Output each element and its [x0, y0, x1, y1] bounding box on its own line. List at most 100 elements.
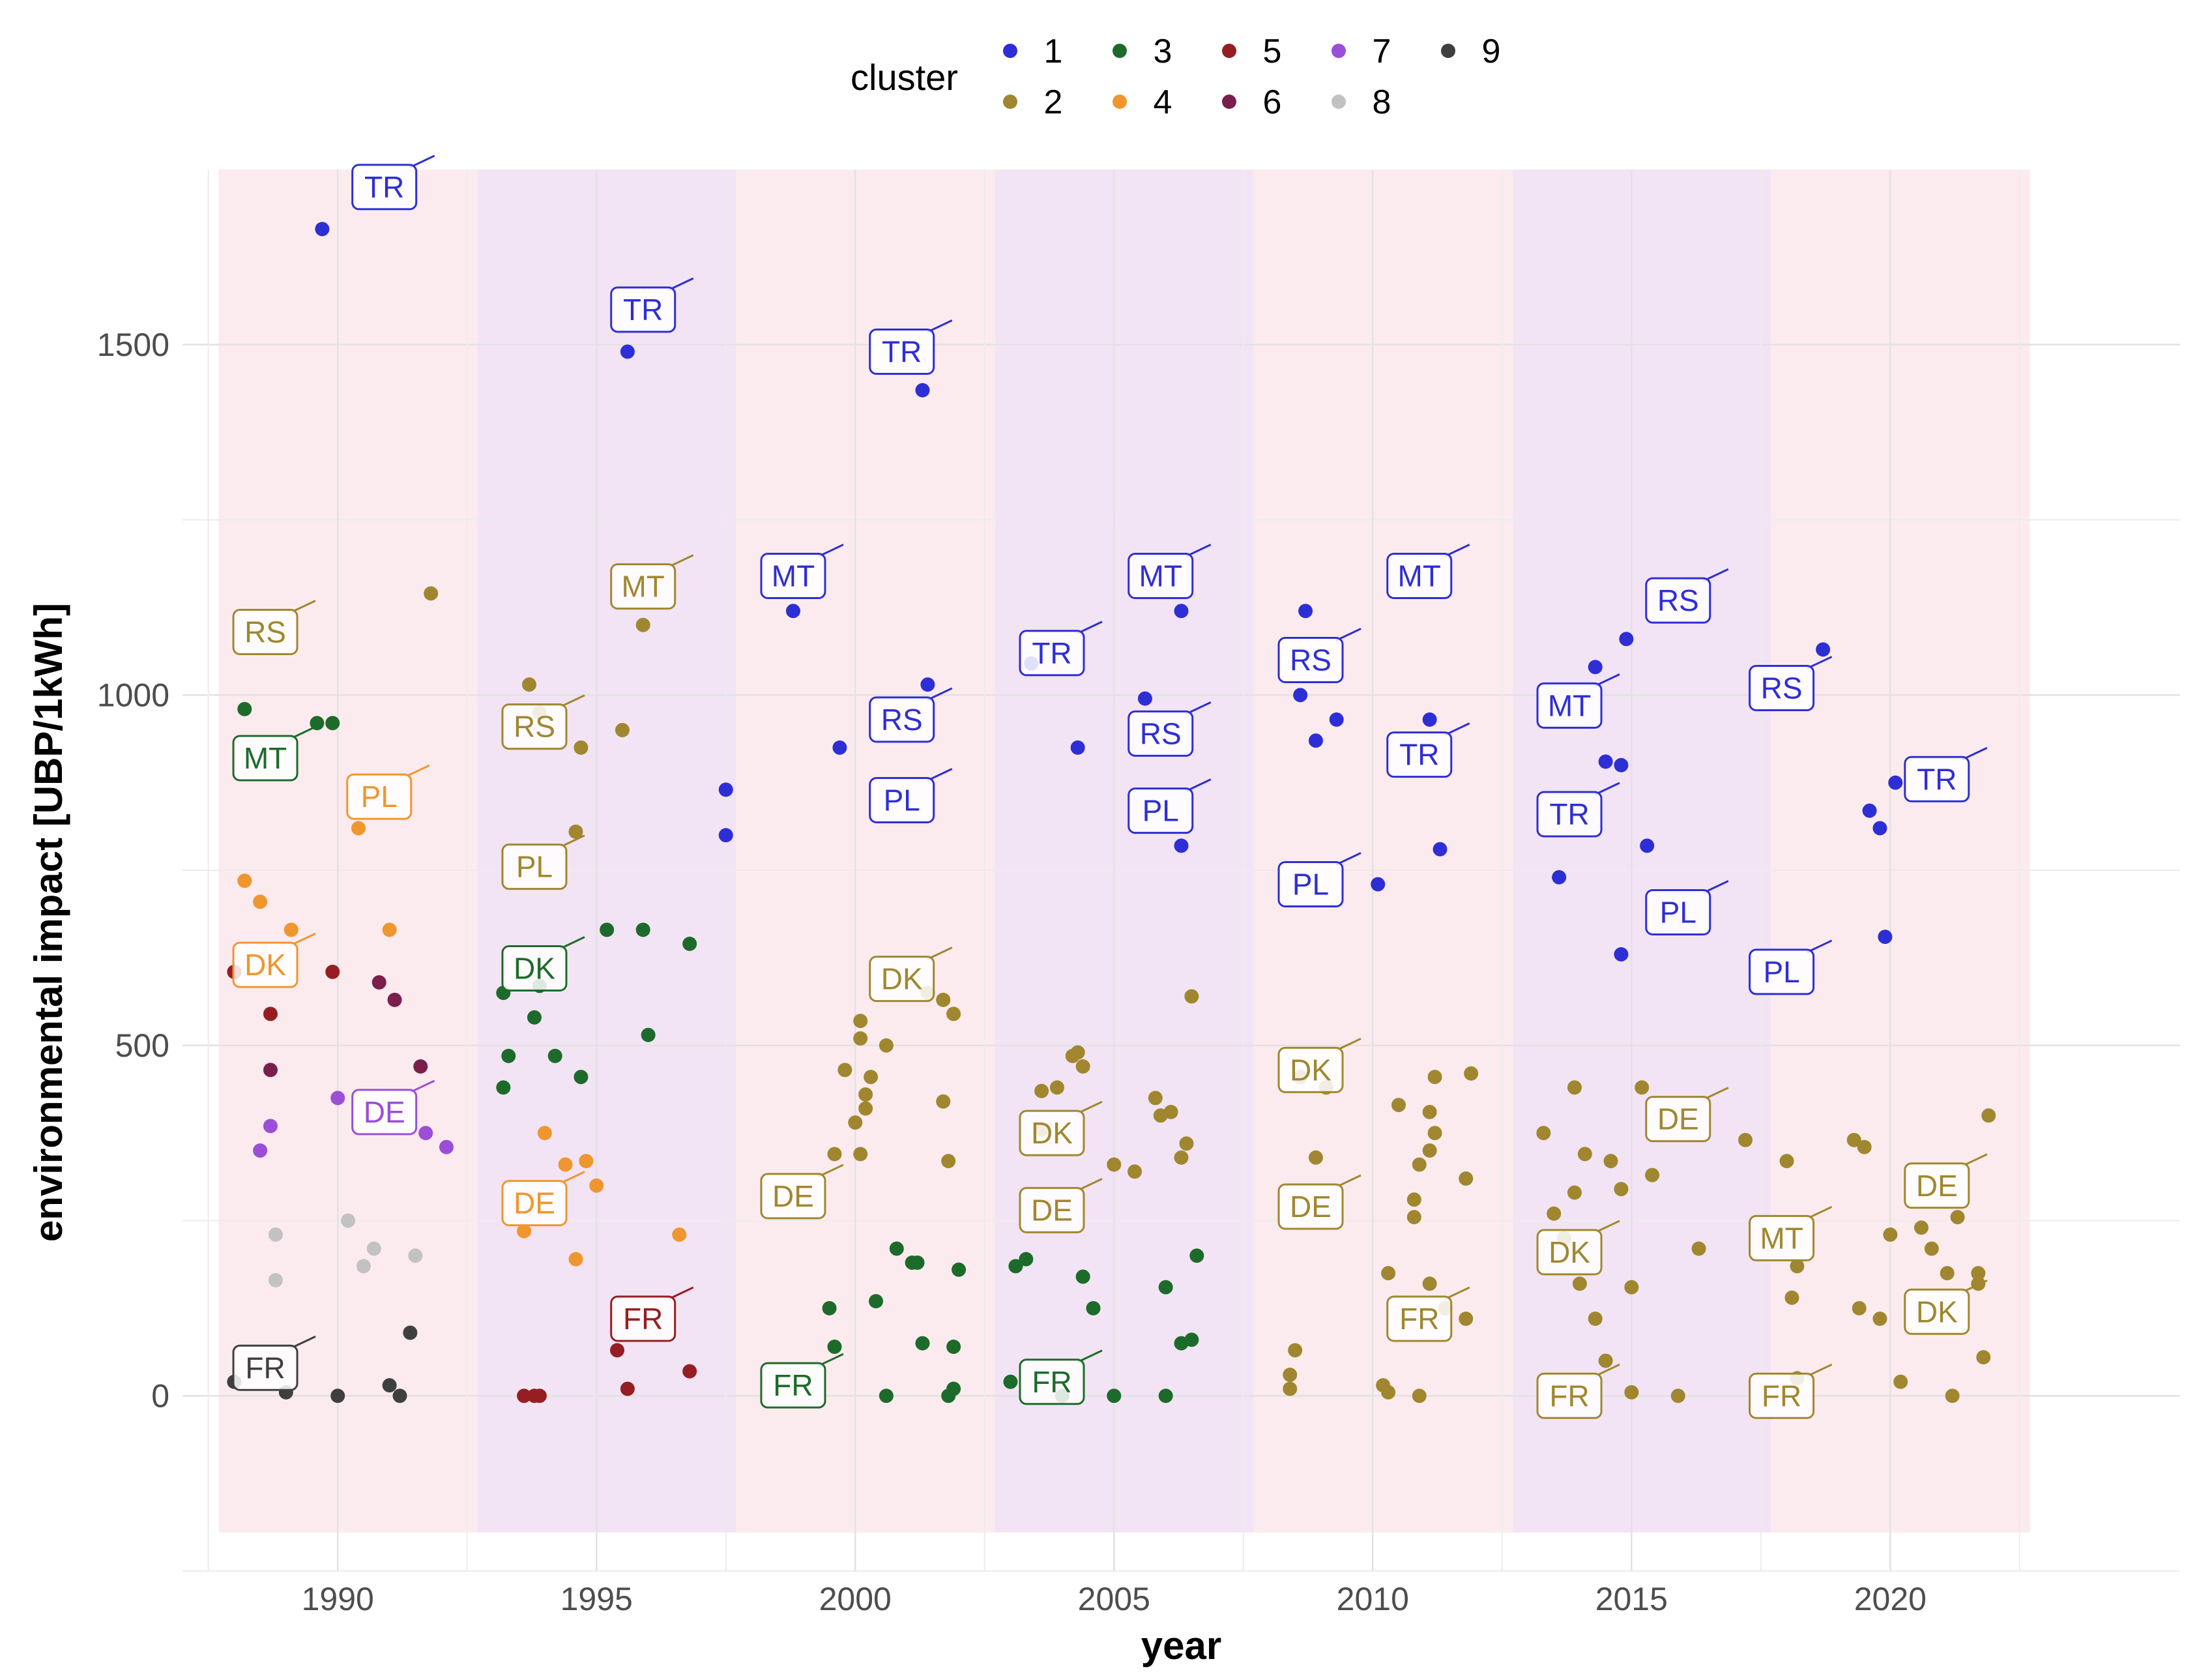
point-cluster-2	[1914, 1220, 1928, 1235]
point-cluster-2	[568, 824, 583, 839]
country-label-pl: PL	[1645, 880, 1729, 935]
point-cluster-2	[1283, 1381, 1298, 1396]
point-cluster-3	[1158, 1388, 1173, 1403]
legend-item-3: 3	[1113, 33, 1172, 70]
point-cluster-2	[1406, 1192, 1421, 1207]
country-label-pl: PL	[501, 834, 585, 890]
label-box	[869, 956, 935, 1003]
label-box	[232, 941, 298, 988]
x-tick-label: 1995	[560, 1581, 633, 1617]
label-text: DE	[1290, 1190, 1332, 1224]
point-cluster-7	[418, 1126, 433, 1141]
point-cluster-2	[1412, 1388, 1427, 1403]
point-cluster-2	[1645, 1167, 1660, 1182]
point-cluster-1	[1308, 733, 1323, 748]
point-cluster-1	[620, 344, 635, 359]
point-cluster-2	[827, 1147, 842, 1162]
point-cluster-2	[1670, 1388, 1685, 1403]
country-label-tr: TR	[1904, 746, 1988, 802]
point-cluster-3	[574, 1070, 589, 1085]
label-box	[1277, 1183, 1344, 1230]
label-text: DE	[1031, 1193, 1073, 1227]
point-cluster-2	[1790, 1259, 1805, 1274]
label-box	[1749, 1372, 1815, 1419]
label-text: TR	[1917, 762, 1957, 796]
point-cluster-1	[1371, 877, 1386, 892]
point-cluster-2	[946, 1006, 961, 1021]
legend-item-7: 7	[1332, 33, 1391, 70]
label-box	[501, 703, 568, 750]
label-text: MT	[1139, 559, 1182, 593]
legend-label: 3	[1154, 33, 1172, 70]
legend-swatch	[1222, 95, 1236, 109]
point-cluster-2	[1624, 1280, 1639, 1295]
label-box	[1536, 791, 1603, 838]
label-text: PL	[1763, 955, 1799, 989]
label-text: PL	[361, 780, 398, 814]
point-cluster-3	[496, 1080, 511, 1095]
period-band-6	[1771, 169, 2030, 1533]
label-box	[1128, 553, 1194, 599]
country-label-mt: MT	[232, 726, 316, 782]
label-box	[1645, 577, 1711, 624]
point-cluster-3	[822, 1300, 837, 1315]
legend-item-2: 2	[1003, 83, 1062, 121]
point-cluster-2	[1459, 1312, 1474, 1326]
label-box	[232, 1344, 298, 1391]
point-cluster-2	[1412, 1157, 1427, 1172]
label-box	[1019, 630, 1085, 677]
point-cluster-2	[1179, 1136, 1194, 1151]
point-cluster-8	[356, 1259, 371, 1274]
point-cluster-2	[1536, 1126, 1551, 1141]
label-box	[1536, 1229, 1603, 1276]
point-cluster-2	[1049, 1080, 1064, 1095]
point-cluster-4	[579, 1154, 594, 1169]
legend-label: 6	[1263, 83, 1282, 121]
point-cluster-3	[869, 1294, 884, 1309]
legend-item-1: 1	[1003, 33, 1062, 70]
label-text: PL	[1660, 896, 1696, 930]
period-bands	[218, 169, 2030, 1533]
label-text: TR	[1549, 797, 1589, 831]
point-cluster-2	[1738, 1132, 1753, 1147]
point-cluster-2	[879, 1038, 894, 1053]
label-box	[1386, 1295, 1453, 1342]
country-label-dk: DK	[1536, 1220, 1620, 1276]
point-cluster-2	[1940, 1266, 1955, 1281]
label-text: PL	[516, 850, 553, 884]
point-cluster-2	[1459, 1171, 1474, 1186]
point-cluster-2	[853, 1147, 868, 1162]
point-cluster-1	[1552, 870, 1567, 885]
country-label-pl: PL	[346, 764, 430, 820]
country-label-rs: RS	[1277, 628, 1361, 683]
country-label-dk: DK	[1904, 1279, 1988, 1335]
point-cluster-2	[858, 1101, 873, 1116]
point-cluster-1	[1640, 838, 1655, 853]
point-cluster-2	[1950, 1210, 1965, 1225]
point-cluster-2	[1779, 1154, 1794, 1169]
country-label-dk: DK	[1277, 1038, 1361, 1093]
label-text: MT	[772, 559, 815, 593]
point-cluster-2	[1422, 1276, 1437, 1291]
point-cluster-3	[1075, 1269, 1090, 1284]
point-cluster-1	[1433, 842, 1448, 857]
country-label-fr: FR	[232, 1335, 316, 1391]
country-label-fr: FR	[610, 1286, 694, 1342]
legend-label: 9	[1482, 33, 1501, 70]
country-label-rs: RS	[232, 600, 316, 655]
tick-labels: 0 500 1000 1500 1990 1995 2000 2005 2010 2015 2020	[97, 327, 1927, 1617]
point-cluster-3	[910, 1256, 925, 1270]
period-band-0	[218, 169, 478, 1533]
point-cluster-1	[1598, 754, 1613, 769]
label-text: DK	[514, 952, 555, 986]
country-label-rs: RS	[1128, 701, 1212, 757]
point-cluster-2	[1614, 1182, 1629, 1197]
legend-swatch	[1113, 44, 1127, 58]
point-cluster-2	[1603, 1154, 1618, 1169]
label-box	[232, 609, 298, 655]
point-cluster-8	[366, 1241, 381, 1256]
period-band-5	[1512, 169, 1771, 1533]
point-cluster-2	[1924, 1241, 1939, 1256]
country-label-de: DE	[351, 1079, 435, 1136]
